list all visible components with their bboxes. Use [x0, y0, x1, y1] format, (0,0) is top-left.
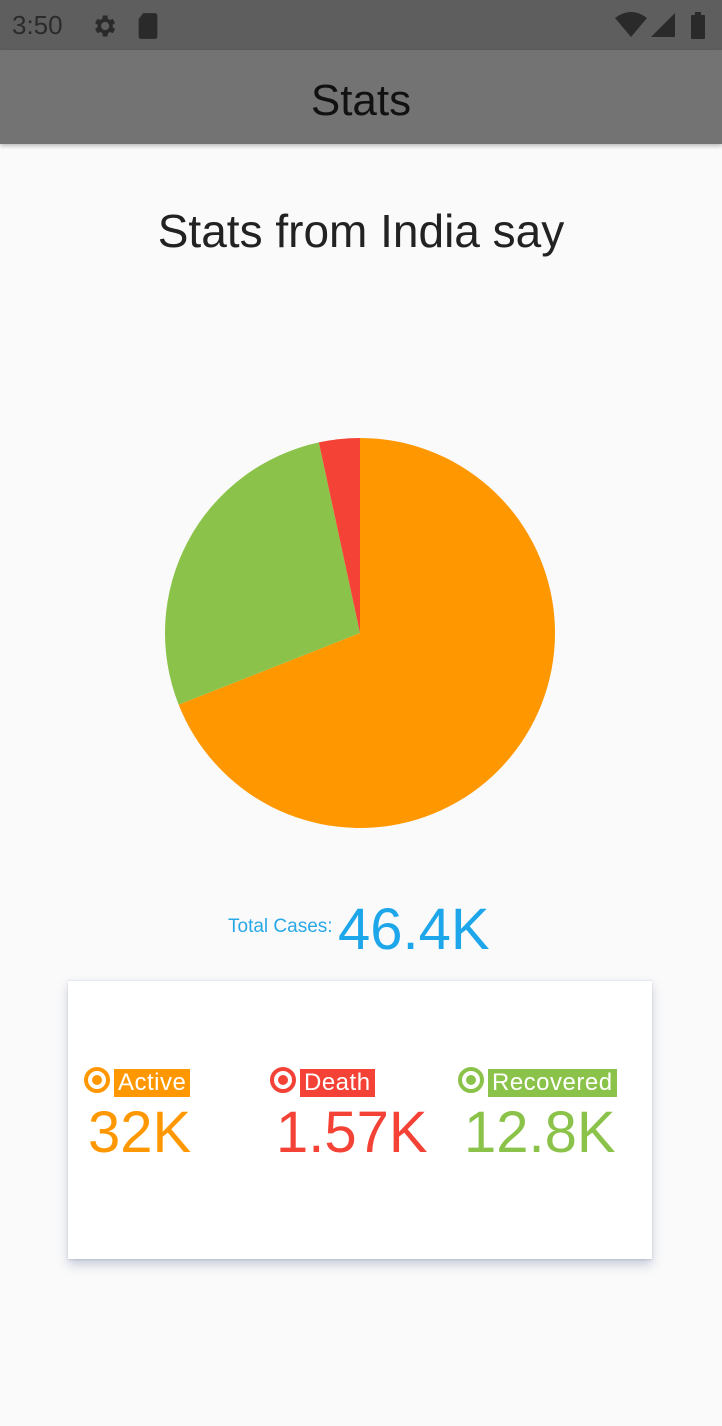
- status-time: 3:50: [12, 10, 63, 40]
- status-bar: 3:50: [0, 0, 722, 50]
- battery-icon: [690, 12, 706, 45]
- settings-gear-icon: [90, 12, 118, 45]
- signal-icon: [650, 12, 676, 43]
- stat-death: Death 1.57K: [270, 1065, 428, 1163]
- legend-active: Active: [84, 1065, 191, 1105]
- active-label: Active: [114, 1069, 191, 1097]
- pie-chart: [164, 438, 556, 828]
- sd-card-icon: [136, 12, 160, 45]
- recovered-label: Recovered: [488, 1069, 617, 1097]
- legend-death: Death: [270, 1065, 428, 1105]
- pie-slice-active: [178, 438, 556, 828]
- active-indicator-icon: [84, 1067, 110, 1093]
- pie-slice-recovered: [164, 442, 360, 705]
- recovered-indicator-icon: [458, 1067, 484, 1093]
- total-cases-label: Total Cases:: [228, 916, 333, 937]
- page-heading: Stats from India say: [157, 205, 565, 257]
- death-indicator-icon: [270, 1067, 296, 1093]
- death-label: Death: [300, 1069, 375, 1097]
- active-value: 32K: [88, 1100, 192, 1165]
- wifi-icon: [614, 12, 648, 43]
- total-cases-value: 46.4K: [338, 897, 490, 962]
- recovered-value: 12.8K: [464, 1100, 616, 1165]
- app-bar: Stats: [0, 50, 722, 144]
- death-value: 1.57K: [276, 1100, 428, 1165]
- stat-recovered: Recovered 12.8K: [458, 1065, 617, 1165]
- legend-recovered: Recovered: [458, 1065, 617, 1105]
- app-title: Stats: [310, 76, 412, 125]
- pie-slice-death: [318, 438, 360, 633]
- stat-active: Active 32K: [84, 1065, 191, 1163]
- stats-card: Active 32K Death 1.57K Recovered 12.8K: [68, 980, 652, 1259]
